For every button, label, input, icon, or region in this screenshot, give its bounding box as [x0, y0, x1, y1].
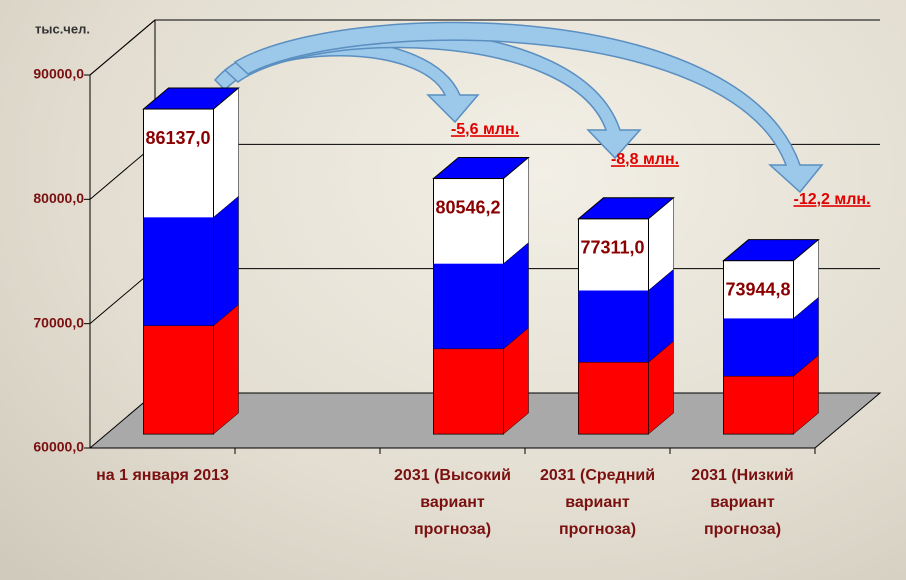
bar-stripe	[724, 318, 794, 376]
bar-stripe	[724, 376, 794, 434]
y-tick-label: 60000,0	[33, 439, 84, 455]
x-tick-label: 2031 (Низкий вариант прогноза)	[673, 462, 813, 543]
x-tick-label: на 1 января 2013	[93, 462, 233, 489]
annotation: -5,6 млн.	[451, 121, 519, 138]
x-tick-label: 2031 (Высокий вариант прогноза)	[383, 462, 523, 543]
y-axis-label: тыс.чел.	[35, 21, 90, 36]
y-tick-label: 70000,0	[33, 314, 84, 330]
bar-stripe	[144, 217, 214, 325]
annotation: -8,8 млн.	[611, 151, 679, 168]
bars: 86137,0 80546,2 77311,0 73944,8	[144, 88, 819, 434]
chart: 86137,0 80546,2 77311,0 73944,8 тыс.чел. 60…	[0, 0, 906, 580]
x-tick-label: 2031 (Средний вариант прогноза)	[528, 462, 668, 543]
value-label: 77311,0	[581, 238, 645, 258]
bar-side-stripe	[214, 196, 239, 325]
y-tick-label: 80000,0	[33, 190, 84, 206]
annotation: -12,2 млн.	[793, 191, 870, 208]
y-tick-label: 90000,0	[33, 66, 84, 82]
bar-side-stripe	[214, 88, 239, 217]
bar-stripe	[579, 291, 649, 363]
bar-stripe	[579, 362, 649, 434]
value-label: 73944,8	[726, 279, 791, 299]
value-label: 86137,0	[146, 128, 211, 148]
bar-side-stripe	[214, 305, 239, 434]
bar-stripe	[434, 349, 504, 434]
bar-stripe	[144, 326, 214, 434]
bar-stripe	[434, 264, 504, 349]
value-label: 80546,2	[436, 197, 501, 217]
